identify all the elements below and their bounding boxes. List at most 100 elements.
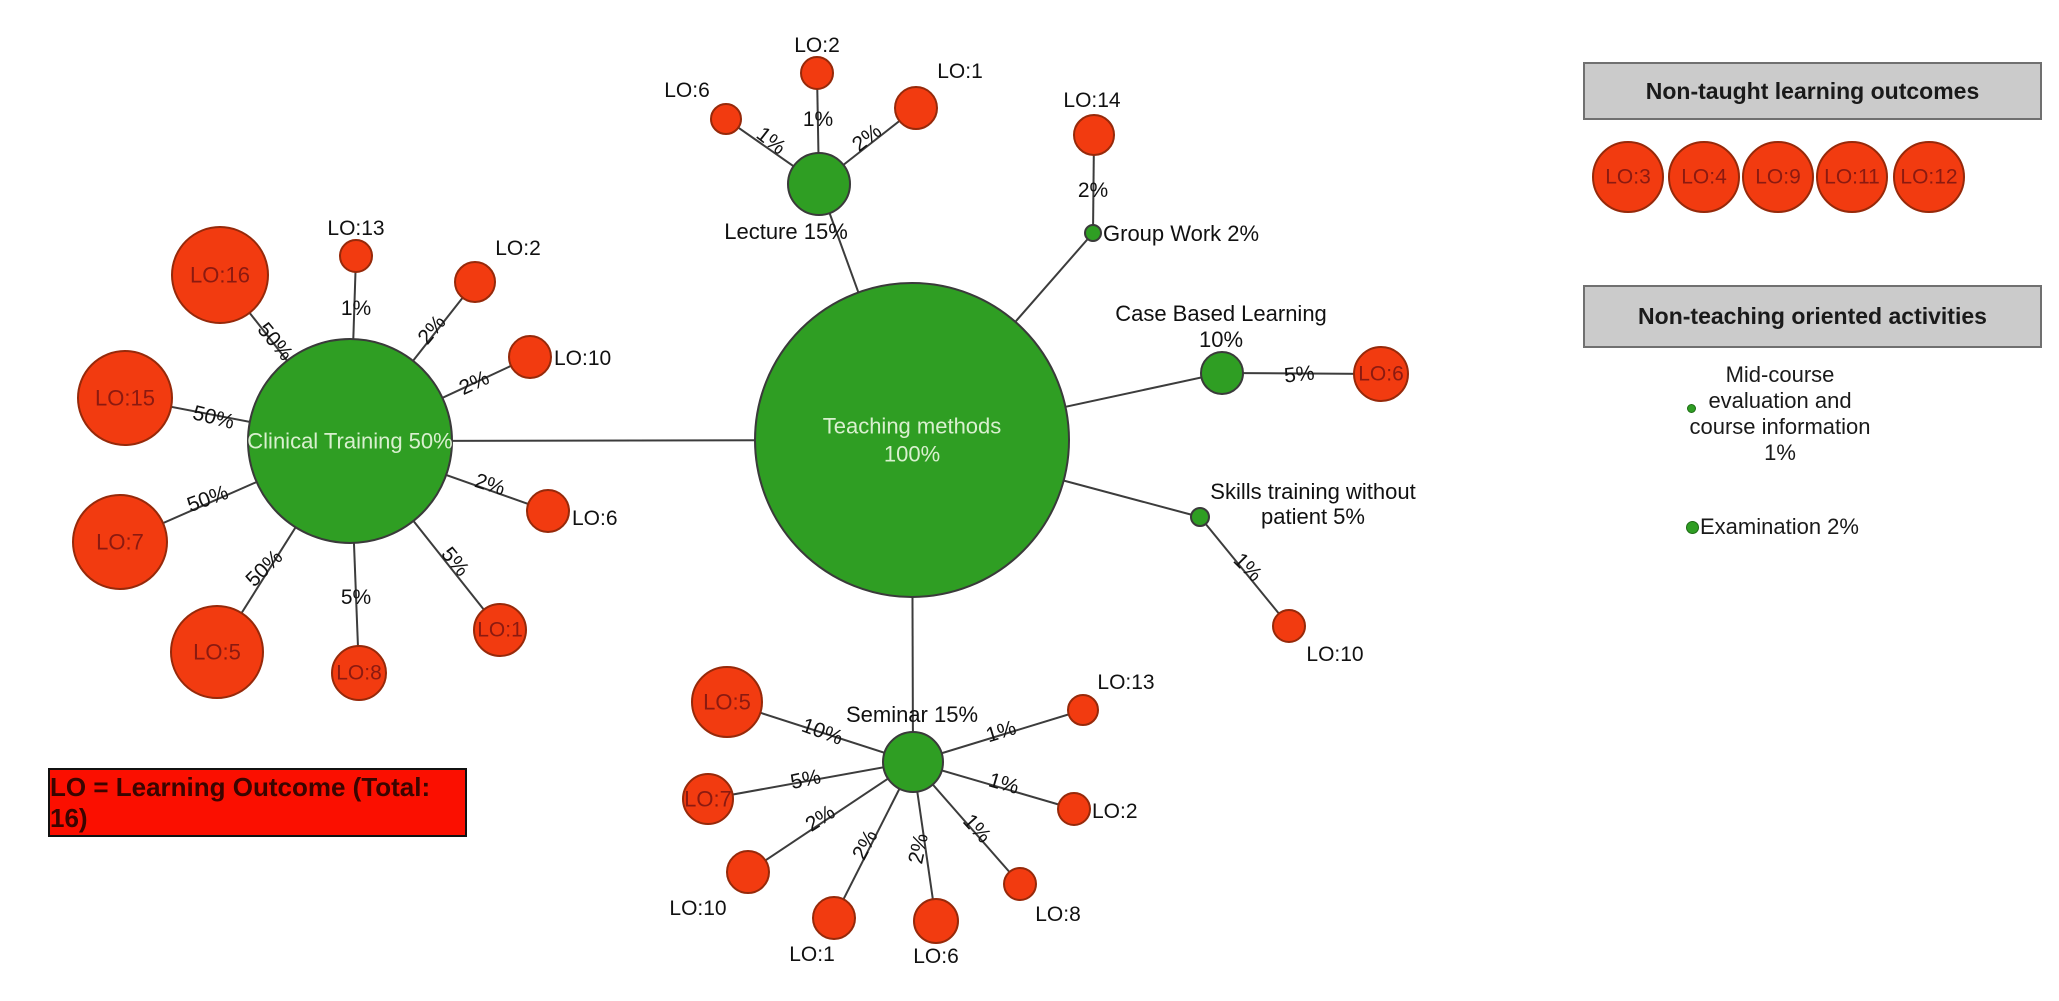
edge-seminar-sem_lo10 (747, 761, 914, 873)
lo-legend: LO = Learning Outcome (Total: 16) (48, 768, 467, 837)
cl_lo1-label: LO:1 (477, 619, 523, 642)
cl_lo10-node (508, 335, 552, 379)
activity-midcourse-line: evaluation and (1708, 388, 1852, 413)
midcourse-dot-icon (1687, 404, 1696, 413)
sem_lo13-label: LO:13 (1097, 671, 1154, 694)
lecture-node (787, 152, 851, 216)
edge-label-clinical-cl_lo1: 5% (436, 543, 473, 581)
cl_lo8-node (331, 645, 387, 701)
groupwork-node (1084, 224, 1102, 242)
lec_lo1-node (894, 86, 938, 130)
non-taught-header: Non-taught learning outcomes (1583, 62, 2042, 120)
seminar-label: Seminar 15% (846, 702, 978, 727)
sem_lo7-node (682, 773, 734, 825)
skills_lo10-label: LO:10 (1306, 643, 1363, 666)
edge-label-clinical-cl_lo6: 2% (472, 469, 508, 500)
edge-skills-skills_lo10 (1199, 516, 1290, 627)
non-teaching-header: Non-teaching oriented activities (1583, 285, 2042, 348)
sem_lo1-label: LO:1 (789, 943, 835, 966)
cl_lo1-node (473, 603, 527, 657)
cl_lo10-label: LO:10 (554, 347, 611, 370)
lec_lo6-label: LO:6 (664, 79, 710, 102)
nt_lo9-label: LO:9 (1755, 166, 1801, 189)
lecture-label: Lecture 15% (724, 219, 848, 244)
sem_lo8-label: LO:8 (1035, 903, 1081, 926)
edge-label-clinical-cl_lo10: 2% (456, 366, 493, 400)
nt_lo4-node (1668, 141, 1740, 213)
sem_lo2-label: LO:2 (1092, 800, 1138, 823)
cbl_lo6-node (1353, 346, 1409, 402)
teaching-label: 100% (884, 442, 940, 467)
groupwork-label: Group Work 2% (1103, 221, 1259, 246)
sem_lo5-node (691, 666, 763, 738)
skills-node (1190, 507, 1210, 527)
edge-label-seminar-sem_lo10: 2% (801, 801, 839, 837)
cl_lo8-label: LO:8 (336, 662, 382, 685)
activity-examination-label: Examination 2% (1700, 514, 1859, 539)
sem_lo6-label: LO:6 (913, 945, 959, 968)
cl_lo7-node (72, 494, 168, 590)
edge-label-seminar-sem_lo2: 1% (986, 769, 1022, 799)
edge-label-groupwork-lo14: 2% (1078, 179, 1108, 202)
nt_lo9-node (1742, 141, 1814, 213)
edge-label-clinical-cl_lo15: 50% (190, 401, 236, 433)
activity-midcourse-line: 1% (1764, 440, 1796, 465)
sem_lo7-label: LO:7 (684, 787, 732, 812)
sem_lo13-node (1067, 694, 1099, 726)
nt_lo12-label: LO:12 (1900, 166, 1957, 189)
clinical-label: Clinical Training 50% (247, 429, 452, 454)
cl_lo13-label: LO:13 (327, 217, 384, 240)
edge-seminar-sem_lo7 (707, 761, 914, 800)
cbl-node (1200, 351, 1244, 395)
nt_lo11-node (1816, 141, 1888, 213)
edge-label-lecture-lec_lo2: 1% (803, 108, 833, 131)
sem_lo10-node (726, 850, 770, 894)
cbl_lo6-label: LO:6 (1358, 363, 1404, 386)
lec_lo1-label: LO:1 (937, 60, 983, 83)
nt_lo3-node (1592, 141, 1664, 213)
cl_lo6-label: LO:6 (572, 507, 618, 530)
edge-label-seminar-sem_lo8: 1% (958, 810, 995, 848)
edge-label-lecture-lec_lo1: 2% (848, 119, 886, 156)
examination-dot-icon (1686, 520, 1699, 534)
cl_lo5-node (170, 605, 264, 699)
sem_lo1-node (812, 896, 856, 940)
activity-midcourse: Mid-course evaluation and course informa… (1630, 362, 1930, 466)
edge-label-seminar-sem_lo13: 1% (983, 716, 1019, 747)
nt_lo12-node (1893, 141, 1965, 213)
nt_lo4-label: LO:4 (1681, 166, 1727, 189)
lec_lo6-node (710, 103, 742, 135)
edge-label-clinical-cl_lo13: 1% (341, 297, 371, 320)
sem_lo10-label: LO:10 (669, 897, 726, 920)
nt_lo3-label: LO:3 (1605, 166, 1651, 189)
edge-label-clinical-cl_lo7: 50% (184, 481, 231, 517)
lo14-node (1073, 114, 1115, 156)
lo14-label: LO:14 (1063, 89, 1121, 112)
activity-midcourse-line: course information (1689, 414, 1871, 439)
cl_lo16-label: LO:16 (190, 263, 250, 288)
sem_lo8-node (1003, 867, 1037, 901)
sem_lo5-label: LO:5 (703, 690, 751, 715)
skills_lo10-node (1272, 609, 1306, 643)
cl_lo13-node (339, 239, 373, 273)
edge-label-seminar-sem_lo6: 2% (904, 831, 933, 865)
cbl-label: Case Based Learning (1115, 301, 1327, 326)
cl_lo5-label: LO:5 (193, 640, 241, 665)
lec_lo2-label: LO:2 (794, 34, 840, 57)
activity-examination: Examination 2% (1686, 514, 1859, 540)
edge-label-seminar-sem_lo7: 5% (788, 765, 822, 794)
cbl-label: 10% (1199, 327, 1243, 352)
edge-label-clinical-cl_lo8: 5% (341, 586, 371, 609)
edge-label-seminar-sem_lo5: 10% (799, 714, 846, 750)
cl_lo15-node (77, 350, 173, 446)
edge-label-clinical-cl_lo2: 2% (413, 311, 450, 349)
cl_lo16-node (171, 226, 269, 324)
cl_lo6-node (526, 489, 570, 533)
sem_lo6-node (913, 898, 959, 944)
skills-label: patient 5% (1261, 504, 1365, 529)
clinical-node (247, 338, 453, 544)
lec_lo2-node (800, 56, 834, 90)
skills-label: Skills training without (1210, 479, 1415, 504)
edge-label-lecture-lec_lo6: 1% (752, 122, 790, 159)
